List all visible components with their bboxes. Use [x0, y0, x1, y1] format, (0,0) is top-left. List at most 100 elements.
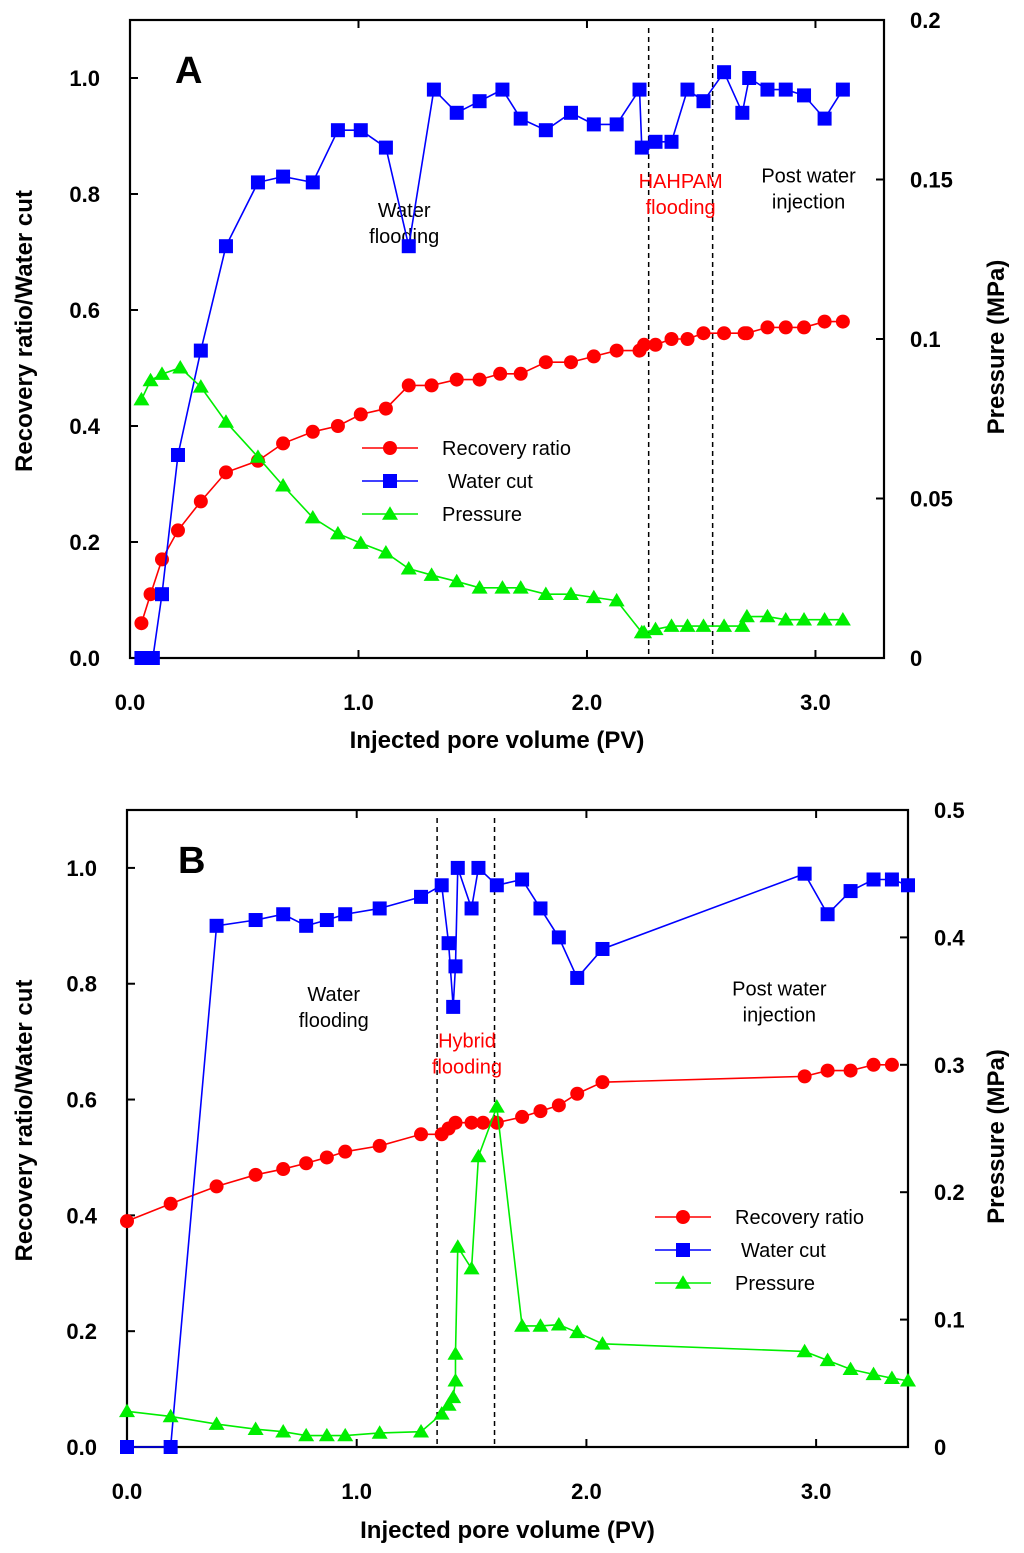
x-tick-label: 3.0 [800, 690, 831, 715]
data-point [569, 1325, 585, 1338]
data-point [867, 1058, 881, 1072]
y2-tick-label: 0.3 [934, 1053, 965, 1078]
data-point [739, 609, 755, 622]
legend: Recovery ratioWater cutPressure [655, 1207, 864, 1295]
series-line [141, 72, 842, 658]
data-point [120, 1214, 134, 1228]
data-point [633, 83, 647, 97]
legend-label: Recovery ratio [442, 438, 571, 460]
data-point [681, 83, 695, 97]
data-point [219, 465, 233, 479]
data-point [249, 1168, 263, 1182]
data-point [146, 651, 160, 665]
data-point [539, 355, 553, 369]
data-point [218, 414, 234, 427]
y-tick-label: 0.8 [69, 182, 100, 207]
data-point [494, 580, 510, 593]
data-point [551, 1317, 567, 1330]
y2-tick-label: 0 [910, 646, 922, 671]
data-point [119, 1404, 135, 1417]
data-point [587, 117, 601, 131]
data-point [353, 535, 369, 548]
data-point [797, 88, 811, 102]
series-pressure [133, 360, 850, 638]
data-point [490, 878, 504, 892]
x-axis-title: Injected pore volume (PV) [350, 727, 645, 754]
panel-a: 0.0 1.0 2.0 3.00.00.20.40.60.81.000.050.10.… [11, 8, 1010, 754]
data-point [319, 1428, 335, 1441]
phase-annotation: injection [772, 191, 845, 213]
data-point [338, 1145, 352, 1159]
data-point [552, 930, 566, 944]
phase-annotation: Water [307, 984, 360, 1006]
data-point [735, 106, 749, 120]
data-point [843, 1362, 859, 1375]
data-point [276, 436, 290, 450]
y2-tick-label: 0 [934, 1435, 946, 1460]
y-axis-title: Recovery ratio/Water cut [11, 190, 38, 472]
data-point [817, 612, 833, 625]
data-point [120, 1440, 134, 1454]
figure: 0.0 1.0 2.0 3.00.00.20.40.60.81.000.050.10.… [0, 0, 1024, 1553]
data-point [696, 326, 710, 340]
y-tick-label: 1.0 [69, 66, 100, 91]
y-tick-label: 0.6 [69, 298, 100, 323]
y-tick-label: 0.0 [69, 646, 100, 671]
data-point [276, 907, 290, 921]
data-point [470, 1149, 486, 1162]
data-point [402, 378, 416, 392]
data-point [402, 239, 416, 253]
data-point [448, 959, 462, 973]
data-point [414, 890, 428, 904]
x-tick-label: 3.0 [801, 1479, 832, 1504]
data-point [306, 175, 320, 189]
data-point [515, 872, 529, 886]
data-point [594, 1336, 610, 1349]
data-point [493, 367, 507, 381]
data-point [835, 612, 851, 625]
legend-label: Water cut [741, 1240, 826, 1262]
data-point [450, 373, 464, 387]
data-point [649, 338, 663, 352]
y2-tick-label: 0.1 [910, 327, 941, 352]
data-point [867, 872, 881, 886]
data-point [844, 884, 858, 898]
data-point [797, 320, 811, 334]
data-point [740, 326, 754, 340]
phase-annotation: Hybrid [438, 1030, 496, 1052]
panel-letter: B [178, 840, 205, 882]
series-water-cut [120, 861, 915, 1454]
data-point [299, 1156, 313, 1170]
data-point [134, 616, 148, 630]
phase-annotation: Post water [761, 165, 856, 187]
legend-marker [676, 1243, 690, 1257]
data-point [587, 349, 601, 363]
y-tick-label: 0.4 [69, 414, 100, 439]
y-tick-label: 0.6 [66, 1088, 97, 1113]
data-point [476, 1116, 490, 1130]
data-point [515, 1110, 529, 1124]
data-point [379, 141, 393, 155]
data-point [425, 378, 439, 392]
data-point [649, 135, 663, 149]
data-point [533, 901, 547, 915]
phase-annotation: Water [378, 200, 431, 222]
phase-annotation: Post water [732, 978, 827, 1000]
y-tick-label: 0.2 [69, 530, 100, 555]
data-point [379, 402, 393, 416]
x-tick-label: 1.0 [341, 1479, 372, 1504]
x-axis-title: Injected pore volume (PV) [360, 1517, 655, 1544]
series-line [127, 1107, 908, 1436]
y2-tick-label: 0.4 [934, 925, 965, 950]
data-point [696, 94, 710, 108]
data-point [564, 355, 578, 369]
data-point [760, 320, 774, 334]
y-tick-label: 0.2 [66, 1319, 97, 1344]
data-point [610, 117, 624, 131]
data-point [798, 867, 812, 881]
data-point [836, 315, 850, 329]
data-point [552, 1098, 566, 1112]
data-point [717, 326, 731, 340]
data-point [489, 1099, 505, 1112]
data-point [210, 1179, 224, 1193]
